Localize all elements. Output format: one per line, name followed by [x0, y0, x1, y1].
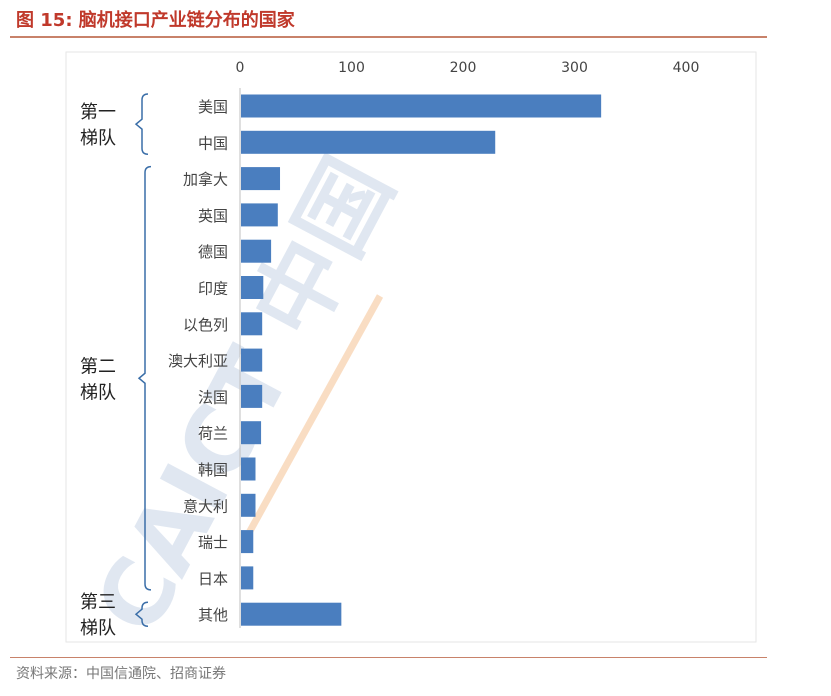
watermark-stripe	[241, 294, 384, 542]
tier-bracket-2	[137, 165, 152, 591]
figure-header: 图 15: 脑机接口产业链分布的国家	[16, 6, 791, 36]
tier-label-3: 第三	[80, 592, 116, 613]
x-tick-label: 0	[236, 60, 245, 76]
tier-label-3: 梯队	[80, 618, 116, 639]
category-label: 德国	[198, 243, 228, 261]
tier-label-2: 第二	[80, 356, 116, 377]
x-tick-label: 400	[673, 60, 700, 76]
category-label: 法国	[198, 388, 228, 406]
category-label: 以色列	[183, 316, 228, 334]
x-tick-label: 200	[450, 60, 477, 76]
bar-15	[241, 602, 342, 626]
bar-6	[241, 276, 264, 299]
tier-label-2: 梯队	[80, 382, 116, 403]
category-label: 澳大利亚	[168, 352, 228, 370]
bar-7	[241, 312, 263, 336]
plot-frame	[65, 51, 757, 643]
category-label: 英国	[198, 207, 228, 225]
category-label: 韩国	[198, 461, 228, 479]
bar-10	[241, 421, 262, 445]
bar-13	[241, 530, 254, 554]
bar-chart: CAICT 中国0 100 200 300 400美国中国加拿大英国德国印度以色列澳大利…	[65, 51, 757, 650]
category-label: 瑞士	[198, 534, 228, 552]
category-label: 日本	[198, 570, 228, 588]
bar-2	[241, 130, 496, 154]
bar-14	[241, 566, 254, 590]
bottom-divider	[10, 657, 767, 658]
bar-5	[241, 239, 272, 263]
bar-3	[241, 167, 281, 191]
category-label: 其他	[198, 606, 228, 624]
category-label: 加拿大	[183, 171, 228, 189]
bar-4	[241, 203, 278, 227]
category-label: 中国	[198, 134, 228, 152]
x-tick-label: 100	[338, 60, 365, 76]
category-label: 荷兰	[198, 425, 228, 443]
category-label: 印度	[198, 280, 228, 298]
tier-bracket-1	[134, 93, 149, 156]
bar-1	[241, 94, 602, 118]
top-divider	[10, 36, 767, 38]
bar-9	[241, 384, 263, 408]
source-note: 资料来源：中国信通院、招商证券	[16, 666, 226, 682]
x-tick-label: 300	[561, 60, 588, 76]
tier-label-1: 第一	[80, 102, 116, 123]
bar-8	[241, 348, 263, 372]
tier-bracket-3	[134, 601, 149, 627]
tier-label-1: 梯队	[80, 128, 116, 149]
category-label: 美国	[198, 98, 228, 116]
bar-11	[241, 457, 256, 481]
figure-title: 图 15: 脑机接口产业链分布的国家	[16, 10, 295, 31]
category-label: 意大利	[183, 497, 228, 515]
bar-12	[241, 493, 256, 517]
